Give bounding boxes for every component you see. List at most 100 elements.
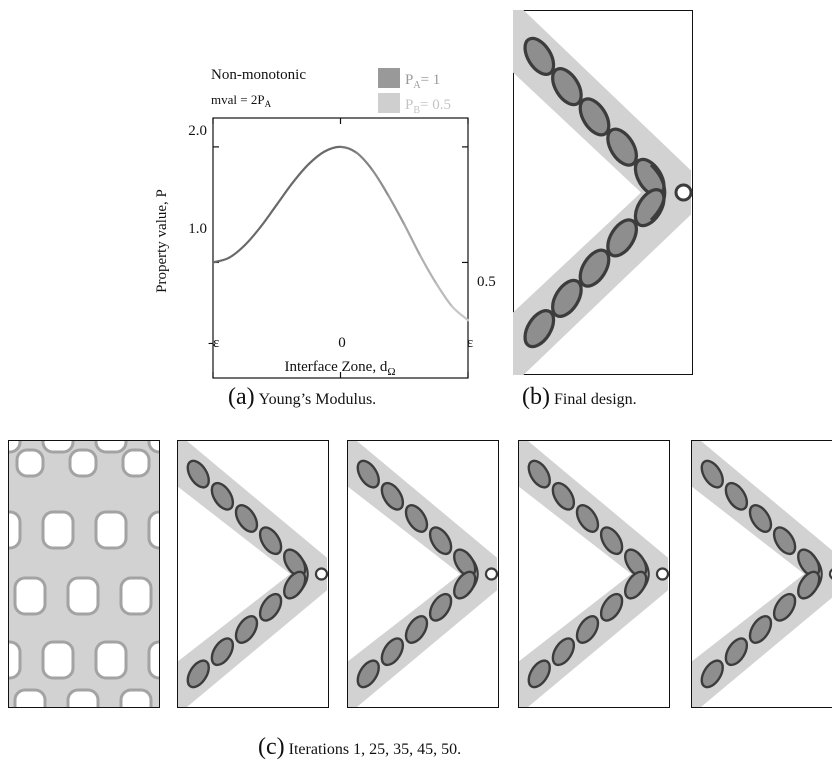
hole <box>41 640 75 680</box>
panel-frame <box>691 440 832 708</box>
panel-frame <box>177 440 329 708</box>
panel-frame <box>518 440 670 708</box>
apex-joint <box>674 183 693 202</box>
iteration-material <box>347 440 499 708</box>
material-b-band <box>691 440 832 708</box>
material-a-patch <box>404 504 429 533</box>
y-tick-label-1: 1.0 <box>188 221 207 237</box>
hole <box>147 640 160 680</box>
curve-segment <box>339 145 358 154</box>
hole <box>13 688 47 708</box>
hole <box>121 448 151 478</box>
material-b-band <box>518 440 668 708</box>
hole <box>66 688 100 708</box>
caption-b-text: Final design. <box>553 391 637 408</box>
apex-outline <box>466 552 479 596</box>
material-a-patch <box>186 659 210 689</box>
legend-swatch-a <box>378 68 400 88</box>
iteration-1-panel <box>8 440 160 708</box>
material-a-patch <box>428 526 453 556</box>
apex-joint <box>655 567 670 581</box>
apex-joint <box>828 568 832 580</box>
hole <box>66 576 100 616</box>
caption-b: (b) Final design. <box>522 384 637 411</box>
caption-c-text: Iterations 1, 25, 35, 45, 50. <box>288 741 462 758</box>
y-axis-label: Property value, P <box>154 189 170 293</box>
hole <box>119 688 153 708</box>
material-a-patch <box>772 592 797 622</box>
apex-outline <box>649 163 667 222</box>
material-a-patch <box>523 309 556 349</box>
material-a-patch <box>210 481 235 511</box>
hole <box>15 448 45 478</box>
legend-label-a: PA= 1 <box>405 72 440 91</box>
y-tick-label-2: 2.0 <box>188 123 207 139</box>
curve-segment <box>243 225 262 247</box>
caption-c: (c) Iterations 1, 25, 35, 45, 50. <box>258 734 461 761</box>
final-design-material <box>513 10 693 375</box>
material-a-patch <box>606 127 638 167</box>
iteration-material <box>691 440 832 708</box>
material-a-patch <box>578 97 611 137</box>
iteration-50-panel <box>691 440 832 708</box>
material-a-patch <box>724 637 749 667</box>
hole <box>8 510 22 550</box>
material-a-patch <box>234 615 259 644</box>
material-a-patch <box>578 248 611 288</box>
material-a-patch <box>748 615 773 644</box>
material-a-patch <box>748 504 773 533</box>
caption-a: (a) Young’s Modulus. <box>228 384 376 411</box>
caption-c-letter: (c) <box>258 734 285 760</box>
material-a-patch <box>575 615 600 644</box>
material-a-patch <box>186 459 210 489</box>
material-a-patch <box>210 637 235 667</box>
apex-outline <box>637 552 650 596</box>
material-a-patch <box>551 637 576 667</box>
material-a-patch <box>700 659 724 689</box>
material-a-patch <box>551 481 576 511</box>
curve-segment <box>307 150 326 166</box>
material-a-patch <box>599 526 624 556</box>
iteration-material <box>518 440 670 708</box>
material-a-patch <box>599 592 624 622</box>
material-a-patch <box>724 481 749 511</box>
youngs-modulus-chart: Non-monotonic mval = 2PA PA= 1 PB= 0.5 2… <box>154 67 496 379</box>
legend-label-b: PB= 0.5 <box>405 97 451 116</box>
apex-outline <box>810 552 823 596</box>
chart-title: Non-monotonic <box>211 67 306 83</box>
hole <box>147 510 160 550</box>
material-a-patch <box>356 459 380 489</box>
material-a-patch <box>380 637 405 667</box>
material-a-patch <box>633 188 666 228</box>
material-b-band <box>347 440 497 708</box>
caption-a-letter: (a) <box>228 384 255 410</box>
curve-segment <box>387 194 406 226</box>
end-value-label: 0.5 <box>477 274 496 290</box>
curve-segment <box>211 256 231 264</box>
curve-segment <box>403 223 422 257</box>
curve-segment <box>371 168 390 197</box>
material-a-patch <box>527 459 551 489</box>
iteration-25-panel <box>177 440 329 708</box>
iteration-45-panel <box>518 440 670 708</box>
apex-outline <box>296 552 309 596</box>
x-tick-label-right: ε <box>467 335 473 351</box>
curve-segment <box>450 305 470 322</box>
final-design-panel <box>513 10 693 375</box>
material-a-patch <box>575 504 600 533</box>
hole <box>68 448 98 478</box>
apex-joint <box>484 567 499 581</box>
caption-b-letter: (b) <box>522 384 550 410</box>
material-a-patch <box>523 36 556 76</box>
material-a-patch <box>606 218 638 258</box>
hole <box>41 440 75 454</box>
curve-segment <box>227 244 246 259</box>
curve-segment <box>419 254 438 285</box>
curve-segment <box>259 203 278 228</box>
material-a-patch <box>700 459 724 489</box>
curve-segment <box>355 151 374 172</box>
hole <box>119 576 153 616</box>
hole <box>13 576 47 616</box>
apex-joint <box>314 567 329 581</box>
material-a-patch <box>428 592 453 622</box>
